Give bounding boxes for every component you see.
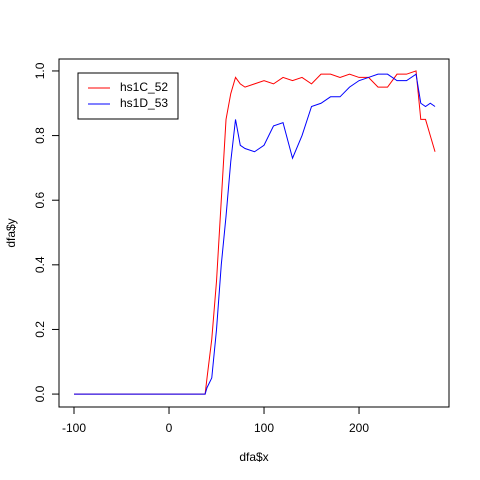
y-axis-label: dfa$y	[4, 218, 18, 247]
data-line	[74, 70, 436, 395]
x-tick-label: 200	[349, 421, 369, 435]
legend-label: hs1C_52	[120, 80, 168, 94]
x-tick-label: -100	[62, 421, 86, 435]
y-tick-label: 1.0	[33, 62, 47, 79]
x-tick-label: 0	[166, 421, 173, 435]
x-tick-label: 100	[254, 421, 274, 435]
y-tick-label: 0.0	[33, 385, 47, 402]
x-axis-label: dfa$x	[239, 450, 268, 464]
data-line	[74, 73, 436, 395]
y-tick-label: 0.4	[33, 256, 47, 273]
legend-box	[77, 72, 179, 120]
legend-label: hs1D_53	[120, 96, 168, 110]
y-tick-label: 0.2	[33, 321, 47, 338]
y-tick-label: 0.8	[33, 127, 47, 144]
y-tick-label: 0.6	[33, 192, 47, 209]
